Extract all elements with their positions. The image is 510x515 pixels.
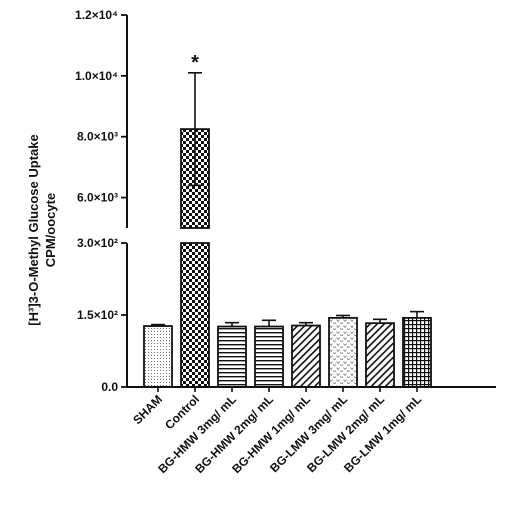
- y-tick-label: 3.0×10²: [77, 236, 118, 250]
- y-axis-label-line1: [H³]3-O-Methyl Glucose Uptake: [26, 134, 41, 325]
- bar: [217, 325, 247, 388]
- y-tick-label: 8.0×10³: [77, 130, 118, 144]
- bar: [365, 322, 395, 388]
- bar: [180, 242, 210, 388]
- bars-layer: [143, 72, 432, 388]
- bar: [291, 324, 321, 388]
- y-tick-label: 6.0×10³: [77, 191, 118, 205]
- category-label: SHAM: [130, 392, 165, 427]
- significance-marker: *: [191, 52, 199, 74]
- y-tick-label: 1.0×10⁴: [75, 69, 118, 83]
- y-tick-label: 0.0: [101, 380, 118, 394]
- axes-layer: [121, 14, 496, 392]
- y-axis-label-line2: CPM/oocyte: [43, 193, 58, 267]
- bar: [254, 325, 284, 388]
- y-tick-label: 1.2×10⁴: [75, 8, 118, 22]
- bar: [402, 316, 432, 388]
- bar: [143, 325, 173, 388]
- y-tick-label: 1.5×10²: [77, 308, 118, 322]
- bar: [328, 316, 358, 388]
